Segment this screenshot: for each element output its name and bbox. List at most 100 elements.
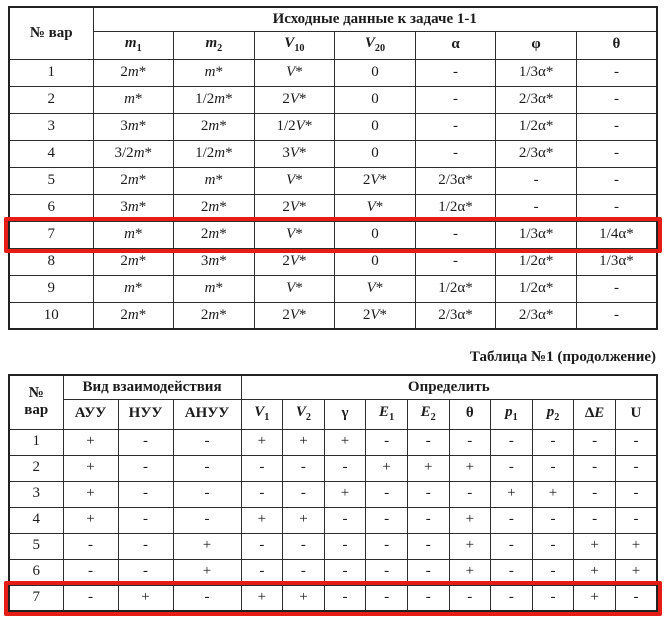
value-cell: - bbox=[614, 428, 658, 456]
value-cell: m* bbox=[92, 274, 175, 303]
value-cell: - bbox=[240, 532, 284, 560]
value-cell: + bbox=[448, 506, 492, 534]
value-cell: 2V* bbox=[334, 166, 416, 195]
t1-column-header: m1 bbox=[92, 30, 175, 60]
value-cell: 3V* bbox=[253, 139, 336, 168]
value-cell: + bbox=[323, 480, 367, 508]
variant-number-cell: 6 bbox=[8, 193, 94, 222]
value-cell: - bbox=[365, 506, 408, 534]
value-cell: + bbox=[573, 532, 616, 560]
value-cell: - bbox=[62, 584, 119, 612]
variant-number-cell: 1 bbox=[8, 428, 64, 456]
value-cell: + bbox=[406, 454, 450, 482]
value-cell: 1/2m* bbox=[173, 85, 255, 114]
value-cell: - bbox=[573, 506, 616, 534]
table-continuation: № вар Вид взаимодействия Определить АУУ НУ… bbox=[8, 374, 658, 612]
value-cell: - bbox=[531, 428, 575, 456]
value-cell: - bbox=[365, 558, 408, 586]
value-cell: 1/2α* bbox=[495, 274, 577, 303]
value-cell: 3/2m* bbox=[92, 139, 175, 168]
value-cell: 2V* bbox=[334, 301, 416, 330]
value-cell: - bbox=[495, 193, 577, 222]
value-cell: - bbox=[323, 532, 367, 560]
t1-row: 5 2m* m* V* 2V* 2/3α* - - bbox=[8, 166, 658, 195]
value-cell: - bbox=[282, 558, 325, 586]
value-cell: - bbox=[323, 584, 367, 612]
value-cell: - bbox=[490, 532, 533, 560]
value-cell: - bbox=[575, 58, 658, 87]
value-cell: - bbox=[414, 220, 497, 249]
t2-column-header: НУУ bbox=[117, 398, 174, 430]
value-cell: 1/3α* bbox=[495, 58, 577, 87]
value-cell: V* bbox=[334, 193, 416, 222]
value-cell: - bbox=[365, 584, 408, 612]
value-cell: 2V* bbox=[253, 85, 336, 114]
value-cell: - bbox=[62, 558, 119, 586]
variant-number-cell: 1 bbox=[8, 58, 94, 87]
t2-column-header-row: АУУ НУУ АНУУ V1 V2 γ E1 E2 θ p1 p2 ΔE U bbox=[9, 398, 658, 430]
value-cell: + bbox=[62, 428, 119, 456]
value-cell: 1/2α* bbox=[495, 112, 577, 141]
value-cell: 0 bbox=[334, 112, 416, 141]
value-cell: - bbox=[573, 428, 616, 456]
t2-column-header: V1 bbox=[240, 398, 284, 430]
t1-var-header: № вар bbox=[8, 6, 94, 60]
value-cell: 1/3α* bbox=[495, 220, 577, 249]
value-cell: - bbox=[490, 506, 533, 534]
value-cell: 3m* bbox=[92, 112, 175, 141]
value-cell: m* bbox=[173, 274, 255, 303]
value-cell: 0 bbox=[334, 247, 416, 276]
value-cell: - bbox=[240, 480, 284, 508]
value-cell: 2/3α* bbox=[414, 166, 497, 195]
value-cell: 1/2V* bbox=[253, 112, 336, 141]
t2-column-header: V2 bbox=[282, 398, 325, 430]
value-cell: - bbox=[575, 274, 658, 303]
value-cell: + bbox=[240, 506, 284, 534]
value-cell: - bbox=[117, 558, 174, 586]
value-cell: 2/3α* bbox=[495, 139, 577, 168]
variant-number-cell: 7 bbox=[8, 220, 94, 249]
value-cell: 0 bbox=[334, 220, 416, 249]
t2-var-header: № вар bbox=[8, 374, 64, 430]
value-cell: + bbox=[573, 558, 616, 586]
value-cell: + bbox=[62, 480, 119, 508]
value-cell: - bbox=[531, 558, 575, 586]
value-cell: 0 bbox=[334, 139, 416, 168]
value-cell: 2m* bbox=[173, 220, 255, 249]
variant-number-cell: 8 bbox=[8, 247, 94, 276]
value-cell: m* bbox=[173, 58, 255, 87]
value-cell: - bbox=[117, 428, 174, 456]
variant-number-cell: 3 bbox=[8, 480, 64, 508]
value-cell: + bbox=[62, 454, 119, 482]
value-cell: + bbox=[117, 584, 174, 612]
variant-number-cell: 6 bbox=[8, 558, 64, 586]
value-cell: - bbox=[282, 532, 325, 560]
value-cell: - bbox=[282, 480, 325, 508]
value-cell: + bbox=[448, 454, 492, 482]
value-cell: + bbox=[448, 558, 492, 586]
t1-column-header: α bbox=[414, 30, 497, 60]
variant-number-cell: 10 bbox=[8, 301, 94, 330]
t2-column-header: АУУ bbox=[62, 398, 119, 430]
value-cell: - bbox=[62, 532, 119, 560]
value-cell: 2m* bbox=[173, 193, 255, 222]
variant-number-cell: 5 bbox=[8, 532, 64, 560]
t2-column-header: E2 bbox=[406, 398, 450, 430]
value-cell: - bbox=[117, 480, 174, 508]
value-cell: - bbox=[575, 193, 658, 222]
value-cell: 2/3α* bbox=[414, 301, 497, 330]
value-cell: - bbox=[282, 454, 325, 482]
value-cell: V* bbox=[253, 166, 336, 195]
value-cell: - bbox=[240, 558, 284, 586]
variant-number-cell: 4 bbox=[8, 139, 94, 168]
value-cell: 2m* bbox=[92, 247, 175, 276]
value-cell: - bbox=[406, 558, 450, 586]
value-cell: 2V* bbox=[253, 247, 336, 276]
value-cell: V* bbox=[334, 274, 416, 303]
value-cell: - bbox=[172, 454, 242, 482]
value-cell: V* bbox=[253, 220, 336, 249]
variant-number-cell: 3 bbox=[8, 112, 94, 141]
value-cell: - bbox=[575, 85, 658, 114]
value-cell: 1/2α* bbox=[414, 193, 497, 222]
